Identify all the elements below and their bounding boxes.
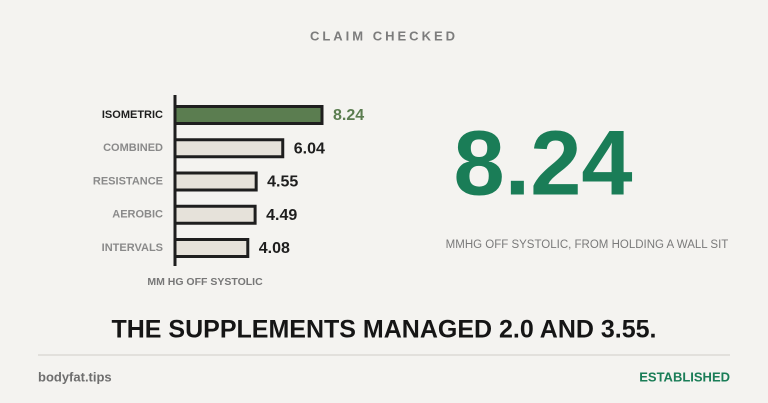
category-label: ISOMETRIC: [102, 109, 163, 121]
value-label: 8.24: [333, 107, 364, 124]
title: CLAIM CHECKED: [310, 28, 458, 43]
value-label: 4.55: [267, 174, 298, 191]
category-label: RESISTANCE: [93, 175, 163, 187]
bar: [173, 105, 324, 125]
site-name: bodyfat.tips: [38, 369, 112, 384]
bar: [173, 171, 258, 192]
bar: [173, 204, 257, 225]
value-label: 4.49: [266, 207, 297, 224]
x-axis-label: MM HG OFF SYSTOLIC: [147, 276, 263, 288]
status: ESTABLISHED: [639, 369, 730, 384]
bar: [173, 138, 285, 159]
big-stat: 8.24: [453, 112, 632, 214]
stat-caption: MMHG OFF SYSTOLIC, FROM HOLDING A WALL S…: [446, 239, 729, 251]
category-label: AEROBIC: [112, 209, 163, 221]
value-label: 4.08: [259, 240, 290, 257]
category-label: INTERVALS: [102, 242, 163, 254]
category-label: COMBINED: [103, 142, 163, 154]
bar: [173, 238, 250, 258]
value-label: 6.04: [294, 140, 325, 157]
headline: THE SUPPLEMENTS MANAGED 2.0 AND 3.55.: [111, 316, 656, 344]
